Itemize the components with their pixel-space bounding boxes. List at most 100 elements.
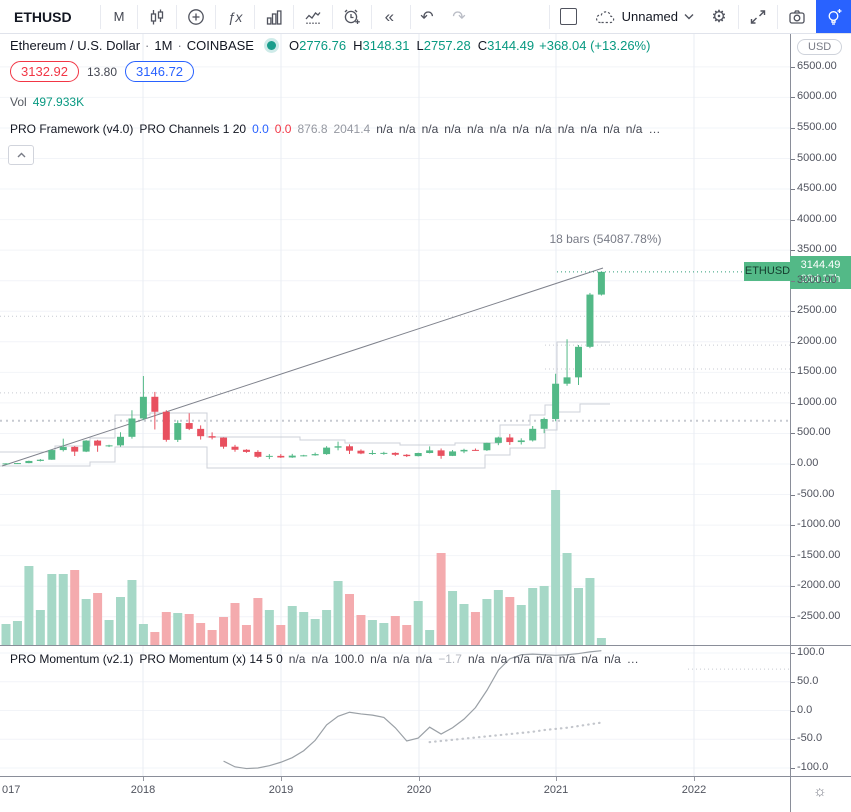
- candle-body: [25, 460, 33, 464]
- chart-settings-button[interactable]: ⚙: [700, 0, 738, 33]
- volume-bar: [1, 624, 11, 645]
- candle-body: [185, 423, 193, 429]
- candle-body: [449, 451, 457, 456]
- candle-body: [128, 418, 136, 437]
- candle-body: [94, 440, 102, 446]
- volume-bar: [596, 638, 606, 645]
- candle-body: [208, 436, 216, 438]
- axis-tick: [791, 189, 795, 191]
- axis-tick: [791, 525, 795, 527]
- time-axis-label: 2021: [543, 784, 569, 796]
- candle-body: [151, 396, 159, 412]
- ohlc-item: O2776.76: [288, 38, 347, 53]
- ohlc-item: C3144.49: [477, 38, 535, 53]
- forecast-button[interactable]: [294, 0, 332, 33]
- chart-area: Ethereum / U.S. Dollar · 1M · COINBASE O…: [0, 33, 851, 776]
- collapse-legend-button[interactable]: [8, 145, 34, 165]
- bid-price-button[interactable]: 3132.92: [10, 61, 79, 82]
- indicator-momentum-sub[interactable]: PRO Momentum (x) 14 5 0: [139, 652, 283, 666]
- indicator-channels-name[interactable]: PRO Channels 1 20: [139, 122, 247, 136]
- axis-tick: [791, 768, 795, 769]
- axis-label: 6500.00: [797, 59, 837, 72]
- chart-style-button[interactable]: [138, 0, 176, 33]
- time-axis-label: 2020: [406, 784, 432, 796]
- symbol-legend[interactable]: Ethereum / U.S. Dollar · 1M · COINBASE O…: [10, 38, 651, 53]
- volume-bar: [367, 620, 377, 645]
- candle-body: [552, 383, 560, 419]
- indicator-value: n/a: [466, 122, 484, 136]
- redo-button[interactable]: ↷: [443, 0, 475, 33]
- publish-idea-button[interactable]: [816, 0, 851, 33]
- price-axis[interactable]: USD 3144.49 28d 17h 6500.00 6000.00 5500.0…: [790, 33, 851, 776]
- select-layout-button[interactable]: [550, 0, 588, 33]
- candle-body: [391, 452, 399, 455]
- symbol-search-button[interactable]: ETHUSD: [14, 8, 72, 25]
- indicator-framework-name[interactable]: PRO Framework (v4.0): [10, 122, 134, 136]
- indicator-value: n/a: [392, 652, 410, 666]
- interval-button[interactable]: M: [113, 9, 125, 24]
- indicators-button[interactable]: ƒx: [216, 0, 254, 33]
- indicator-value: n/a: [398, 122, 416, 136]
- axis-label: 5500.00: [797, 120, 837, 133]
- fullscreen-button[interactable]: [739, 0, 777, 33]
- theme-sun-icon[interactable]: ☼: [813, 783, 827, 800]
- axis-label: -1500.00: [797, 548, 841, 561]
- compare-button[interactable]: [177, 0, 215, 33]
- ask-price-button[interactable]: 3146.72: [125, 61, 195, 82]
- bar-countdown: 28d 17h: [800, 273, 841, 286]
- candle-body: [174, 423, 182, 440]
- ohlc-item: L2757.28: [416, 38, 471, 53]
- axis-tick: [791, 710, 795, 712]
- axis-label: 3000.00: [797, 273, 837, 286]
- indicator-framework-values: 0.0 0.0 876.8 2041.4 n/a n/a n/a n/a n/a n/a n/a n/…: [252, 122, 660, 136]
- time-axis-label: 2019: [268, 784, 294, 796]
- axis-label: 5000.00: [797, 151, 837, 164]
- replay-button[interactable]: «: [372, 0, 410, 33]
- layout-name-label: Unnamed: [621, 9, 678, 24]
- candle-body: [597, 271, 605, 295]
- series-symbol-label: ETHUSD: [744, 261, 791, 281]
- axis-label: -500.00: [797, 487, 835, 500]
- alert-button[interactable]: [333, 0, 371, 33]
- indicator-value: n/a: [311, 652, 329, 666]
- volume-bar: [528, 588, 538, 645]
- candle-body: [346, 446, 353, 451]
- toolbar-separator: [410, 4, 411, 29]
- currency-toggle-button[interactable]: USD: [797, 39, 843, 55]
- trend-line: [1, 267, 604, 467]
- indicator-templates-button[interactable]: [255, 0, 293, 33]
- toolbar-separator: [548, 4, 550, 29]
- volume-bar: [448, 591, 458, 645]
- change-value: +368.04 (+13.26%): [539, 38, 651, 53]
- toolbar-separator: [137, 4, 138, 29]
- candles-icon: [150, 9, 164, 24]
- symbol-title: Ethereum / U.S. Dollar: [10, 38, 141, 53]
- layout-name-button[interactable]: Unnamed: [588, 0, 700, 33]
- indicator-momentum-values: n/a n/a 100.0 n/a n/a n/a −1.7 n/a n/a n/a n/a n/a n…: [289, 652, 639, 666]
- undo-button[interactable]: ↶: [411, 0, 443, 33]
- toolbar-separator: [215, 4, 216, 29]
- volume-bar: [493, 590, 503, 645]
- indicators-fx-icon: ƒx: [227, 8, 243, 25]
- indicator-momentum-name[interactable]: PRO Momentum (v2.1): [10, 652, 134, 666]
- volume-bar: [196, 623, 206, 645]
- axis-label: -50.0: [797, 732, 823, 745]
- candle-body: [265, 455, 273, 457]
- time-axis[interactable]: ☼ 017 2018 2019 2020 2021 2022: [0, 776, 851, 812]
- candle-body: [105, 445, 113, 447]
- axis-label: 0.0: [797, 703, 813, 716]
- axis-tick: [791, 341, 795, 343]
- snapshot-button[interactable]: [778, 0, 816, 33]
- volume-bar: [241, 625, 251, 645]
- indicator-value: n/a: [536, 652, 553, 666]
- pane-separator[interactable]: [0, 645, 851, 646]
- pro-channel-line: [0, 403, 610, 469]
- toolbar-separator: [254, 4, 255, 29]
- toolbar-separator: [100, 4, 101, 29]
- axis-label: 2500.00: [797, 304, 837, 317]
- volume-bar: [459, 604, 469, 645]
- toolbar-separator: [738, 4, 739, 29]
- time-tick: [556, 777, 557, 781]
- axis-label: 1500.00: [797, 365, 837, 378]
